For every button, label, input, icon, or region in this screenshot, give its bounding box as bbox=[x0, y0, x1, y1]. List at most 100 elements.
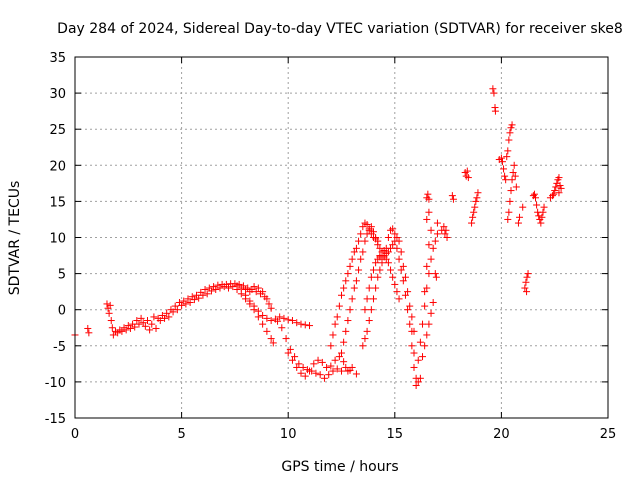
data-point bbox=[293, 363, 301, 371]
data-point bbox=[235, 280, 243, 288]
data-point bbox=[316, 371, 324, 379]
data-point bbox=[274, 317, 282, 325]
data-point bbox=[184, 295, 192, 303]
data-point bbox=[263, 327, 271, 335]
data-point bbox=[395, 295, 403, 303]
data-point bbox=[186, 298, 194, 306]
y-tick-label: 10 bbox=[49, 232, 66, 247]
data-point bbox=[507, 187, 515, 195]
data-point bbox=[538, 213, 546, 221]
data-point bbox=[169, 308, 177, 316]
data-point bbox=[297, 369, 305, 377]
x-tick-label: 20 bbox=[493, 427, 510, 442]
data-point bbox=[473, 194, 481, 202]
data-point bbox=[103, 300, 111, 308]
data-point bbox=[497, 154, 505, 162]
data-point bbox=[382, 255, 390, 263]
data-point bbox=[378, 259, 386, 267]
data-point bbox=[278, 324, 286, 332]
data-point bbox=[335, 353, 343, 361]
plot-frame bbox=[74, 56, 609, 419]
data-point bbox=[242, 291, 250, 299]
data-point bbox=[263, 314, 271, 322]
data-point bbox=[535, 212, 543, 220]
data-point bbox=[421, 342, 429, 350]
data-point bbox=[195, 294, 203, 302]
data-point bbox=[359, 248, 367, 256]
y-tick-label: 15 bbox=[49, 195, 66, 210]
data-point bbox=[382, 244, 390, 252]
data-point bbox=[269, 339, 277, 347]
data-point bbox=[412, 382, 420, 390]
data-point bbox=[431, 237, 439, 245]
data-point bbox=[233, 285, 241, 293]
data-point bbox=[555, 189, 563, 197]
data-series-sdtvar bbox=[71, 85, 565, 390]
data-point bbox=[352, 370, 360, 378]
data-point bbox=[344, 270, 352, 278]
data-point bbox=[539, 208, 547, 216]
data-point bbox=[327, 362, 335, 370]
data-point bbox=[449, 195, 457, 203]
data-point bbox=[421, 288, 429, 296]
data-point bbox=[491, 107, 499, 115]
data-point bbox=[376, 244, 384, 252]
data-point bbox=[199, 291, 207, 299]
data-point bbox=[397, 248, 405, 256]
data-point bbox=[108, 324, 116, 332]
data-point bbox=[342, 327, 350, 335]
data-point bbox=[314, 356, 322, 364]
data-point bbox=[522, 278, 530, 286]
data-point bbox=[165, 313, 173, 321]
data-point bbox=[207, 287, 215, 295]
data-point bbox=[504, 147, 512, 155]
data-point bbox=[352, 244, 360, 252]
data-point bbox=[537, 219, 545, 227]
data-point bbox=[423, 284, 431, 292]
data-point bbox=[212, 285, 220, 293]
data-point bbox=[161, 314, 169, 322]
data-point bbox=[263, 295, 271, 303]
data-point bbox=[399, 262, 407, 270]
data-point bbox=[393, 288, 401, 296]
data-point bbox=[361, 306, 369, 314]
x-tick-label: 5 bbox=[177, 427, 185, 442]
data-point bbox=[433, 219, 441, 227]
data-point bbox=[508, 176, 516, 184]
data-point bbox=[389, 241, 397, 249]
data-point bbox=[501, 172, 509, 180]
data-point bbox=[502, 176, 510, 184]
data-point bbox=[301, 372, 309, 380]
data-point bbox=[297, 320, 305, 328]
data-point bbox=[259, 288, 267, 296]
data-point bbox=[333, 313, 341, 321]
grid-lines bbox=[75, 57, 608, 418]
data-point bbox=[344, 367, 352, 375]
data-point bbox=[348, 363, 356, 371]
data-point bbox=[244, 284, 252, 292]
data-point bbox=[359, 223, 367, 231]
data-point bbox=[397, 266, 405, 274]
data-point bbox=[171, 302, 179, 310]
data-point bbox=[427, 226, 435, 234]
data-point bbox=[150, 313, 158, 321]
data-point bbox=[182, 300, 190, 308]
data-point bbox=[178, 301, 186, 309]
data-point bbox=[504, 215, 512, 223]
data-point bbox=[507, 124, 515, 132]
data-point bbox=[141, 322, 149, 330]
data-point bbox=[299, 363, 307, 371]
data-point bbox=[369, 266, 377, 274]
data-point bbox=[510, 161, 518, 169]
data-point bbox=[363, 327, 371, 335]
data-point bbox=[474, 189, 482, 197]
data-point bbox=[401, 273, 409, 281]
data-point bbox=[254, 284, 262, 292]
data-point bbox=[331, 356, 339, 364]
data-point bbox=[85, 329, 93, 337]
data-point bbox=[250, 302, 258, 310]
data-point bbox=[557, 184, 565, 192]
data-point bbox=[163, 309, 171, 317]
data-point bbox=[301, 321, 309, 329]
data-point bbox=[173, 306, 181, 314]
